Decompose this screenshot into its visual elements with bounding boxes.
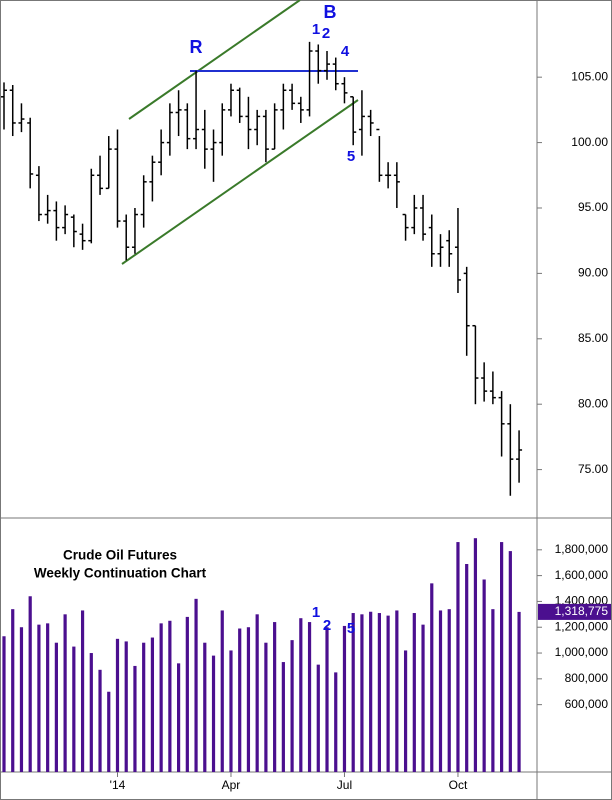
volume-bar: [290, 640, 294, 772]
volume-bar: [281, 662, 285, 772]
y-tick-label: 75.00: [578, 462, 608, 476]
annotation: B: [324, 2, 337, 22]
volume-bar: [456, 542, 460, 772]
volume-bar: [229, 650, 233, 772]
current-value-box: [538, 603, 611, 620]
volume-bar: [360, 614, 364, 772]
y-tick-label: 105.00: [571, 69, 608, 83]
annotation: 5: [347, 148, 355, 165]
volume-bar: [342, 625, 347, 772]
volume-bar: [2, 636, 6, 772]
volume-bar: [508, 551, 512, 772]
x-tick-label: Apr: [222, 778, 241, 792]
volume-bar: [264, 642, 268, 772]
volume-bar: [37, 624, 41, 772]
annotation: 5: [347, 620, 355, 637]
volume-bar: [80, 610, 85, 772]
y-tick-label: 100.00: [571, 135, 608, 149]
volume-bar: [316, 664, 320, 772]
volume-bar: [177, 663, 181, 772]
annotation: 2: [322, 25, 330, 42]
volume-bar: [369, 611, 373, 772]
x-tick-label: Oct: [449, 778, 468, 792]
x-tick-label: Jul: [337, 778, 352, 792]
volume-bar: [98, 669, 102, 772]
volume-bar: [115, 638, 120, 772]
volume-bar: [107, 691, 111, 772]
volume-bar: [447, 609, 451, 772]
volume-bar: [395, 610, 399, 772]
volume-bar: [386, 615, 390, 772]
volume-bar: [273, 622, 277, 772]
volume-bar: [299, 618, 303, 772]
volume-bar: [46, 623, 50, 772]
annotation: 2: [323, 617, 331, 634]
volume-bar: [142, 642, 146, 772]
volume-bar: [28, 596, 32, 772]
volume-bar: [491, 609, 495, 772]
volume-bar: [438, 610, 443, 772]
current-value-label: 1,318,775: [555, 604, 609, 618]
volume-bar: [255, 614, 259, 772]
volume-bar: [168, 620, 172, 772]
volume-bar: [377, 613, 381, 772]
annotation: 1: [312, 21, 320, 38]
y-tick-label: 1,200,000: [555, 619, 609, 633]
annotation: R: [190, 37, 203, 57]
channel-line: [128, 0, 301, 120]
volume-bar: [11, 609, 15, 772]
volume-bar: [63, 614, 67, 772]
volume-bar: [412, 613, 416, 772]
chart-title: Crude Oil Futures: [63, 548, 177, 563]
channel-line: [121, 99, 359, 265]
y-tick-label: 1,000,000: [555, 645, 609, 659]
volume-bar: [220, 610, 224, 772]
volume-bar: [203, 642, 207, 772]
volume-bar: [133, 665, 137, 772]
y-tick-label: 800,000: [565, 671, 609, 685]
volume-bar: [19, 627, 24, 772]
volume-bar: [238, 628, 242, 772]
volume-bar: [89, 653, 93, 772]
annotation: 1: [312, 604, 320, 621]
volume-bar: [403, 650, 408, 772]
volume-bar: [421, 624, 425, 772]
volume-bar: [430, 583, 434, 772]
volume-bar: [150, 637, 155, 772]
volume-bar: [211, 655, 216, 772]
volume-bar: [473, 538, 478, 772]
volume-bar: [465, 564, 469, 772]
volume-bar: [185, 616, 189, 772]
y-tick-label: 600,000: [565, 697, 609, 711]
chart-subtitle: Weekly Continuation Chart: [34, 566, 207, 581]
volume-bar: [72, 646, 76, 772]
x-tick-label: '14: [110, 778, 126, 792]
y-tick-label: 80.00: [578, 396, 608, 410]
volume-bar: [194, 598, 198, 772]
y-tick-label: 90.00: [578, 266, 608, 280]
y-tick-label: 1,600,000: [555, 568, 609, 582]
volume-bar: [334, 672, 338, 772]
volume-bar: [325, 627, 329, 772]
annotation: 4: [341, 43, 350, 60]
volume-bar: [307, 622, 312, 772]
volume-bar: [482, 579, 486, 772]
volume-bar: [54, 642, 58, 772]
y-tick-label: 95.00: [578, 200, 608, 214]
volume-bar: [500, 542, 504, 772]
volume-bar: [124, 641, 128, 772]
volume-bar: [246, 627, 251, 772]
volume-bar: [517, 611, 521, 772]
y-tick-label: 85.00: [578, 331, 608, 345]
volume-bar: [159, 623, 163, 772]
y-tick-label: 1,800,000: [555, 542, 609, 556]
volume-bar: [351, 613, 355, 772]
